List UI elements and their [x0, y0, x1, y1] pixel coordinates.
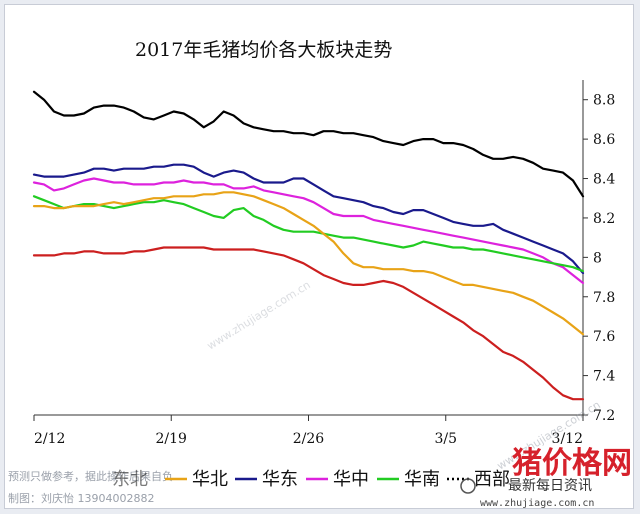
chart-title: 2017年毛猪均价各大板块走势 [135, 39, 392, 61]
plot-area: 7.2 7.4 7.6 7.8 8 8.2 8.4 8.6 8.8 2/12 2/19 2/26 3/… [32, 80, 615, 447]
logo-tagline: 最新每日资讯 [508, 478, 592, 494]
legend-prefix: 东北 [112, 469, 148, 490]
x-tick-label: 3/12 [552, 431, 583, 447]
legend: 东北 华北 华东 华中 华南 西部 [112, 469, 510, 490]
x-tick-label: 2/26 [293, 431, 325, 447]
y-tick-label: 8.4 [593, 172, 615, 188]
y-tick-label: 8 [593, 250, 602, 266]
y-tick-label: 8.8 [593, 93, 615, 109]
logo-url: www.zhujiage.com.cn [480, 498, 594, 509]
series-line-2 [32, 177, 585, 285]
legend-label-1: 华东 [262, 469, 298, 490]
disclaimer-text: 预测只做参考，据此操作后果自负 [8, 469, 173, 483]
x-tick-label: 3/5 [434, 431, 457, 447]
y-tick-label: 7.6 [593, 329, 615, 345]
legend-label-0: 华北 [192, 469, 228, 490]
author-text: 制图：刘庆怡 13904002882 [8, 491, 154, 505]
y-tick-label: 7.8 [593, 290, 615, 306]
legend-label-4: 西部 [474, 469, 510, 490]
legend-label-3: 华南 [404, 469, 440, 490]
y-ticks: 7.2 7.4 7.6 7.8 8 8.2 8.4 8.6 8.8 [583, 93, 615, 424]
logo-icon [460, 478, 476, 494]
x-ticks: 2/12 2/19 2/26 3/5 3/12 [33, 415, 584, 447]
series-lines [32, 90, 585, 401]
watermark-diagonal-2: www.zhujiage.com.cn [205, 278, 313, 352]
series-line-4 [32, 191, 585, 336]
series-line-0 [32, 90, 585, 198]
y-tick-label: 7.2 [593, 408, 615, 424]
x-tick-label: 2/19 [156, 431, 187, 447]
legend-label-2: 华中 [333, 469, 369, 490]
site-logo: 最新每日资讯 猪价格网 www.zhujiage.com.cn [460, 446, 632, 509]
logo-text: 猪价格网 [512, 446, 632, 481]
chart-frame [4, 4, 634, 509]
x-tick-label: 2/12 [34, 431, 65, 447]
series-line-3 [32, 195, 585, 273]
y-tick-label: 8.2 [593, 211, 615, 227]
series-line-1 [32, 163, 585, 275]
y-tick-label: 8.6 [593, 132, 615, 148]
series-line-5 [32, 246, 585, 401]
y-tick-label: 7.4 [593, 369, 615, 385]
